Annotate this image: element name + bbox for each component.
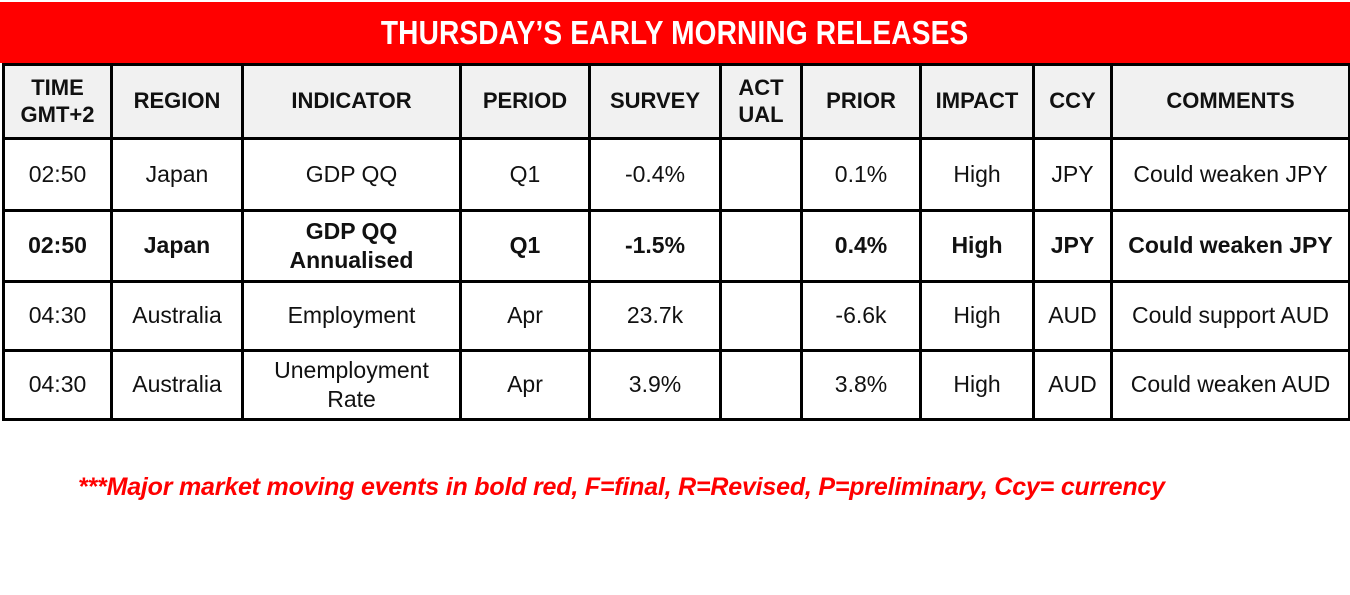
cell-time: 04:30 <box>2 280 113 352</box>
col-header-impact: IMPACT <box>919 63 1035 140</box>
cell-prior: 3.8% <box>800 349 922 421</box>
cell-actual <box>719 137 803 212</box>
header-row: TIME GMT+2 REGION INDICATOR PERIOD SURVE… <box>2 63 1350 140</box>
col-header-actual: ACT UAL <box>719 63 803 140</box>
cell-impact: High <box>919 137 1035 212</box>
col-header-region: REGION <box>110 63 244 140</box>
table-row: 02:50 Japan GDP QQ Q1 -0.4% 0.1% High JP… <box>2 137 1350 212</box>
cell-comments: Could weaken JPY <box>1110 209 1350 283</box>
cell-indicator: Employment <box>241 280 462 352</box>
cell-time: 02:50 <box>2 137 113 212</box>
cell-prior: 0.1% <box>800 137 922 212</box>
cell-comments: Could weaken JPY <box>1110 137 1350 212</box>
cell-period: Apr <box>459 349 591 421</box>
cell-actual <box>719 349 803 421</box>
page-title: THURSDAY’S EARLY MORNING RELEASES <box>381 13 969 51</box>
cell-survey: 23.7k <box>588 280 722 352</box>
cell-prior: 0.4% <box>800 209 922 283</box>
col-header-period: PERIOD <box>459 63 591 140</box>
cell-impact: High <box>919 209 1035 283</box>
title-banner: THURSDAY’S EARLY MORNING RELEASES <box>0 2 1350 63</box>
cell-ccy: JPY <box>1032 209 1113 283</box>
cell-ccy: AUD <box>1032 280 1113 352</box>
cell-actual <box>719 209 803 283</box>
cell-prior: -6.6k <box>800 280 922 352</box>
table-row: 04:30 Australia Employment Apr 23.7k -6.… <box>2 280 1350 352</box>
cell-ccy: JPY <box>1032 137 1113 212</box>
cell-indicator: GDP QQ Annualised <box>241 209 462 283</box>
col-header-survey: SURVEY <box>588 63 722 140</box>
cell-region: Australia <box>110 349 244 421</box>
cell-comments: Could weaken AUD <box>1110 349 1350 421</box>
cell-survey: -0.4% <box>588 137 722 212</box>
cell-period: Q1 <box>459 137 591 212</box>
footnote: ***Major market moving events in bold re… <box>78 473 1165 501</box>
table-row: 02:50 Japan GDP QQ Annualised Q1 -1.5% 0… <box>2 209 1350 283</box>
cell-indicator: Unemployment Rate <box>241 349 462 421</box>
cell-comments: Could support AUD <box>1110 280 1350 352</box>
col-header-indicator: INDICATOR <box>241 63 462 140</box>
releases-table: TIME GMT+2 REGION INDICATOR PERIOD SURVE… <box>2 63 1350 421</box>
col-header-time: TIME GMT+2 <box>2 63 113 140</box>
cell-region: Australia <box>110 280 244 352</box>
cell-impact: High <box>919 280 1035 352</box>
table-row: 04:30 Australia Unemployment Rate Apr 3.… <box>2 349 1350 421</box>
col-header-comments: COMMENTS <box>1110 63 1350 140</box>
cell-region: Japan <box>110 137 244 212</box>
cell-time: 04:30 <box>2 349 113 421</box>
cell-ccy: AUD <box>1032 349 1113 421</box>
cell-period: Apr <box>459 280 591 352</box>
cell-indicator: GDP QQ <box>241 137 462 212</box>
cell-time: 02:50 <box>2 209 113 283</box>
cell-region: Japan <box>110 209 244 283</box>
col-header-prior: PRIOR <box>800 63 922 140</box>
cell-impact: High <box>919 349 1035 421</box>
cell-survey: 3.9% <box>588 349 722 421</box>
cell-period: Q1 <box>459 209 591 283</box>
cell-actual <box>719 280 803 352</box>
col-header-ccy: CCY <box>1032 63 1113 140</box>
cell-survey: -1.5% <box>588 209 722 283</box>
